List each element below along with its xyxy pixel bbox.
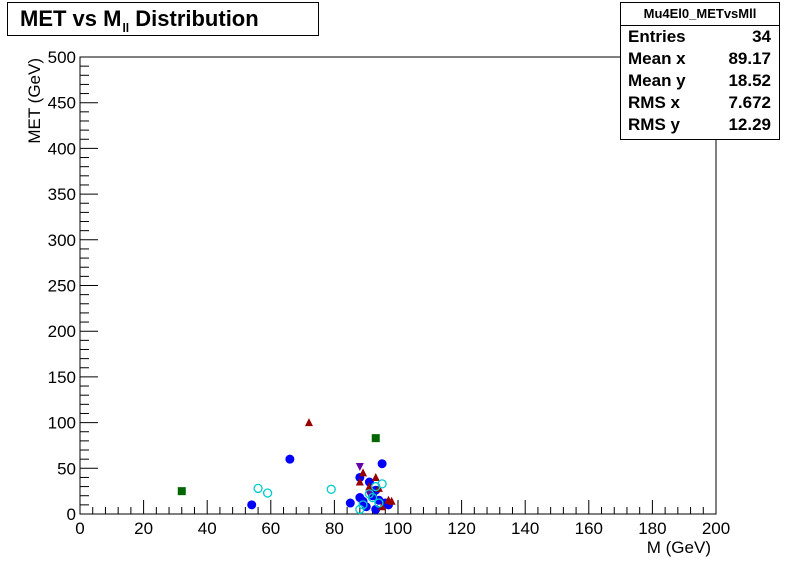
stat-value: 89.17 <box>728 49 771 68</box>
x-tick-label: 80 <box>325 519 344 538</box>
x-tick-label: 100 <box>384 519 412 538</box>
y-tick-label: 500 <box>48 48 76 67</box>
data-point-filled-circle <box>285 454 295 464</box>
x-tick-label: 140 <box>511 519 539 538</box>
x-tick-label: 180 <box>638 519 666 538</box>
stat-value: 18.52 <box>728 71 771 90</box>
stats-histogram-name: Mu4El0_METvsMll <box>621 3 779 26</box>
y-tick-label: 50 <box>57 459 76 478</box>
stat-label: Mean y <box>628 71 686 90</box>
data-point-filled-circle <box>377 459 387 469</box>
axis-ticks <box>79 56 717 515</box>
stat-label: RMS x <box>628 93 680 112</box>
data-point-open-circle <box>358 500 368 510</box>
y-axis-label: MET (GeV) <box>25 58 44 144</box>
x-tick-label: 60 <box>261 519 280 538</box>
data-points <box>177 418 396 515</box>
x-tick-label: 120 <box>447 519 475 538</box>
chart-title: MET vs Mll Distribution <box>7 2 319 36</box>
data-point-open-circle <box>377 479 387 489</box>
x-tick-label: 200 <box>702 519 730 538</box>
y-tick-label: 150 <box>48 368 76 387</box>
chart-title-subscript: ll <box>122 21 130 35</box>
data-point-triangle-up <box>304 418 313 427</box>
data-point-open-circle <box>374 498 384 508</box>
stat-value: 7.672 <box>728 93 771 112</box>
data-point-open-circle <box>367 492 378 503</box>
stat-value: 34 <box>752 27 771 46</box>
data-point-open-circle <box>262 488 273 498</box>
chart-title-rest: Distribution <box>129 6 259 31</box>
data-point-open-circle <box>326 484 336 494</box>
x-axis-label: M (GeV) <box>647 538 711 557</box>
stat-label: Mean x <box>628 49 686 68</box>
data-point-filled-square <box>371 434 380 443</box>
data-point-triangle-up <box>371 472 380 481</box>
y-tick-label: 450 <box>48 94 76 113</box>
x-tick-label: 40 <box>198 519 217 538</box>
chart-title-main: MET vs M <box>20 6 122 31</box>
y-tick-label: 100 <box>48 414 76 433</box>
data-point-triangle-up <box>359 468 368 477</box>
y-tick-label: 250 <box>48 277 76 296</box>
y-tick-label: 0 <box>67 505 76 524</box>
data-point-triangle-down <box>355 462 364 471</box>
data-point-triangle-up <box>387 496 396 505</box>
axis-tick-labels: 0 20 40 60 80 100 120 140 160 180 200 0 50 100 150 200 2… <box>48 48 731 538</box>
y-tick-label: 300 <box>48 231 76 250</box>
y-tick-label: 400 <box>48 139 76 158</box>
data-point-filled-circle <box>247 500 257 510</box>
y-tick-label: 200 <box>48 322 76 341</box>
stats-box: Mu4El0_METvsMll Entries 34 Mean x 89.17 Me… <box>620 2 780 140</box>
data-point-open-circle <box>253 483 263 494</box>
x-tick-label: 20 <box>134 519 153 538</box>
data-point-triangle-up <box>355 477 364 486</box>
data-point-filled-square <box>177 487 186 496</box>
x-tick-label: 160 <box>575 519 603 538</box>
stat-row-mean-y: Mean y 18.52 <box>621 70 779 92</box>
x-tick-label: 0 <box>75 519 84 538</box>
stat-value: 12.29 <box>728 115 771 134</box>
stat-row-rms-y: RMS y 12.29 <box>621 114 779 136</box>
y-tick-label: 350 <box>48 185 76 204</box>
data-point-filled-circle <box>364 477 374 487</box>
stat-label: Entries <box>628 27 686 46</box>
data-point-filled-circle <box>345 498 355 508</box>
stat-row-rms-x: RMS x 7.672 <box>621 92 779 114</box>
stat-label: RMS y <box>628 115 680 134</box>
stat-row-entries: Entries 34 <box>621 26 779 48</box>
stat-row-mean-x: Mean x 89.17 <box>621 48 779 70</box>
